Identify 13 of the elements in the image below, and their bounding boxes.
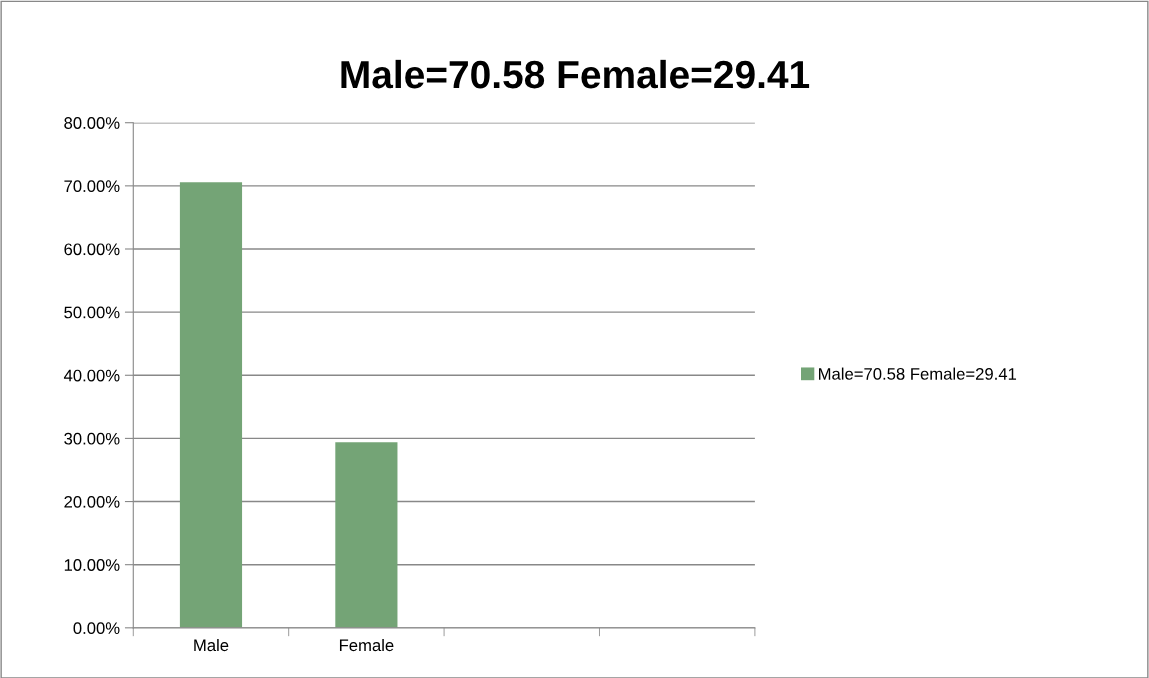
y-tick-label: 30.00% [64,432,120,445]
x-tick-label: Male [194,638,229,652]
y-tick-label: 10.00% [64,559,120,571]
legend-label: Male=70.58 Female=29.41 [819,367,1017,380]
y-tick-label: 50.00% [64,306,120,319]
y-tick-label: 40.00% [63,369,120,382]
y-tick-label: 0.00% [73,622,120,635]
y-tick-label: 70.00% [64,180,120,193]
y-tick-label: 80.00% [64,117,120,129]
y-tick-label: 60.00% [64,243,120,256]
chart-title: Male=70.58 Female=29.41 [341,59,810,89]
x-tick-label: Female [339,638,394,652]
y-tick-label: 20.00% [64,495,120,508]
